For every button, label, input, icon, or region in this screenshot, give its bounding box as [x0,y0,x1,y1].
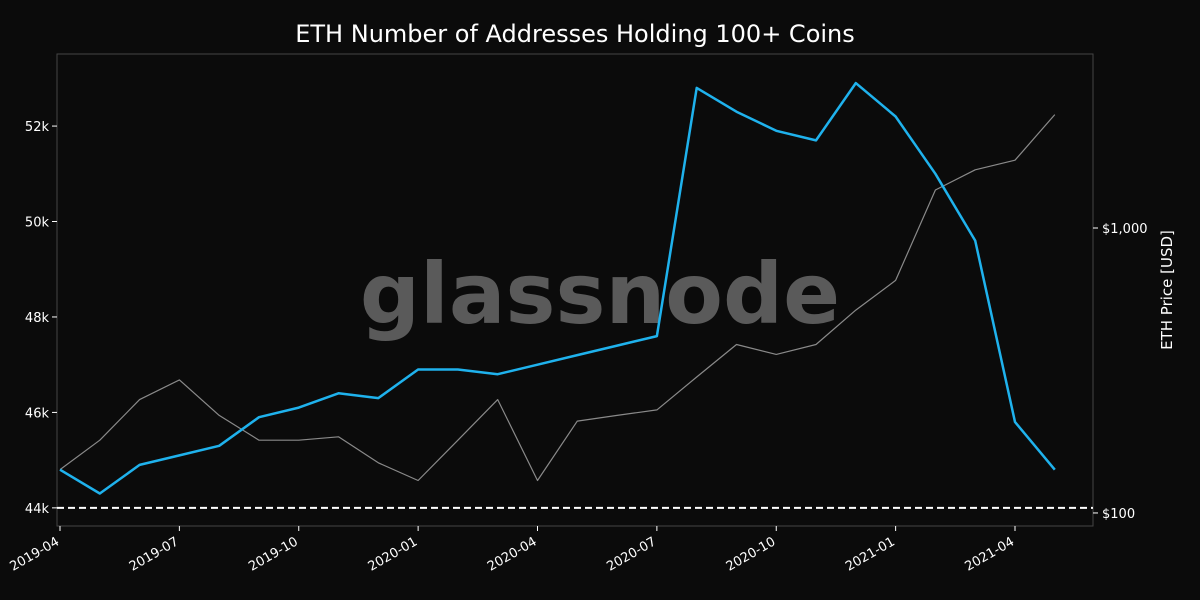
x-tick-label: 2019-07 [127,534,182,574]
x-tick-label: 2020-10 [724,534,779,574]
chart-title: ETH Number of Addresses Holding 100+ Coi… [295,20,855,48]
series-line [59,81,1056,495]
y2-axis-label: ETH Price [USD] [1158,230,1176,350]
x-tick-label: 2020-04 [485,534,540,574]
x-tick-label: 2021-01 [843,534,898,574]
y-tick-label: 48k [25,311,50,326]
y-tick-label: 52k [25,120,50,135]
x-tick-label: 2019-04 [7,534,62,574]
x-tick-label: 2019-10 [246,534,301,574]
y2-tick-label: $1,000 [1102,222,1148,237]
y-tick-label: 44k [25,502,50,517]
x-tick-label: 2021-04 [962,534,1017,574]
series-line [59,114,1056,482]
x-tick-label: 2020-07 [604,534,659,574]
y2-tick-label: $100 [1102,507,1135,522]
plot-frame [56,53,1094,527]
y-tick-label: 46k [25,406,50,421]
x-tick-label: 2020-01 [366,534,421,574]
watermark: glassnode [360,245,840,343]
y-tick-label: 50k [25,216,50,231]
